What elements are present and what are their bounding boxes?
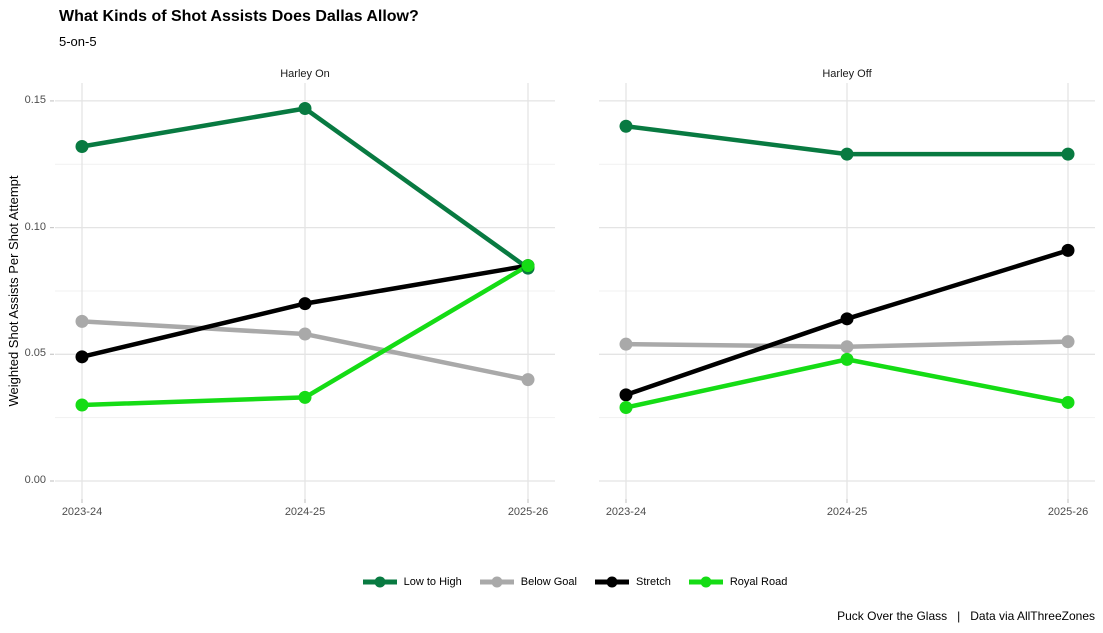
legend-label-stretch: Stretch xyxy=(636,576,671,588)
facet-panel-harley-off xyxy=(599,83,1095,503)
chart-caption: Puck Over the Glass | Data via AllThreeZ… xyxy=(837,609,1095,623)
data-point-royal-road xyxy=(75,398,89,412)
data-point-royal-road xyxy=(840,352,854,366)
y-tick-label: 0.15 xyxy=(24,93,46,106)
legend-label-low-to-high: Low to High xyxy=(403,576,462,588)
data-point-below-goal xyxy=(619,337,633,351)
x-tick-label: 2023-24 xyxy=(605,506,647,518)
data-point-low-to-high xyxy=(75,140,89,154)
x-tick-label: 2024-25 xyxy=(284,506,326,518)
data-point-below-goal xyxy=(1061,335,1075,349)
data-point-below-goal xyxy=(521,373,535,387)
x-tick-label: 2025-26 xyxy=(1047,506,1089,518)
y-tick-label: 0.05 xyxy=(24,347,46,360)
x-tick-label: 2024-25 xyxy=(826,506,868,518)
data-point-stretch xyxy=(1061,243,1075,257)
data-point-low-to-high xyxy=(619,119,633,133)
chart-title: What Kinds of Shot Assists Does Dallas A… xyxy=(59,8,419,25)
legend-key-low-to-high xyxy=(362,576,397,588)
data-point-royal-road xyxy=(521,259,535,273)
data-point-royal-road xyxy=(619,401,633,415)
data-point-stretch xyxy=(298,297,312,311)
data-point-stretch xyxy=(840,312,854,326)
legend-key-stretch xyxy=(595,576,629,588)
legend-label-royal-road: Royal Road xyxy=(729,576,788,588)
legend-key-below-goal xyxy=(479,576,514,588)
data-point-below-goal xyxy=(298,327,312,341)
data-point-low-to-high xyxy=(1061,147,1075,161)
data-point-royal-road xyxy=(1061,395,1075,409)
y-tick-label: 0.00 xyxy=(24,474,46,486)
legend-label-below-goal: Below Goal xyxy=(520,576,577,588)
data-point-below-goal xyxy=(75,314,89,328)
facet-panel-harley-on xyxy=(55,83,555,503)
facet-title-harley-on: Harley On xyxy=(280,68,330,80)
chart-subtitle: 5-on-5 xyxy=(59,34,97,49)
facet-title-harley-off: Harley Off xyxy=(822,68,872,80)
data-point-royal-road xyxy=(298,390,312,404)
legend-item-royal-road: Royal Road xyxy=(688,575,788,589)
y-tick-label: 0.10 xyxy=(24,220,46,233)
x-tick-label: 2025-26 xyxy=(507,506,549,518)
x-tick-label: 2023-24 xyxy=(61,506,103,518)
legend-key-royal-road xyxy=(688,576,723,588)
legend-item-low-to-high: Low to High xyxy=(362,575,462,589)
data-point-stretch xyxy=(619,388,633,402)
data-point-low-to-high xyxy=(298,102,312,116)
legend-item-stretch: Stretch xyxy=(595,575,671,589)
data-point-stretch xyxy=(75,350,89,364)
legend: Low to High Below Goal Stretch Royal Roa… xyxy=(55,571,1095,593)
legend-item-below-goal: Below Goal xyxy=(479,575,577,589)
data-point-low-to-high xyxy=(840,147,854,161)
data-point-below-goal xyxy=(840,340,854,354)
